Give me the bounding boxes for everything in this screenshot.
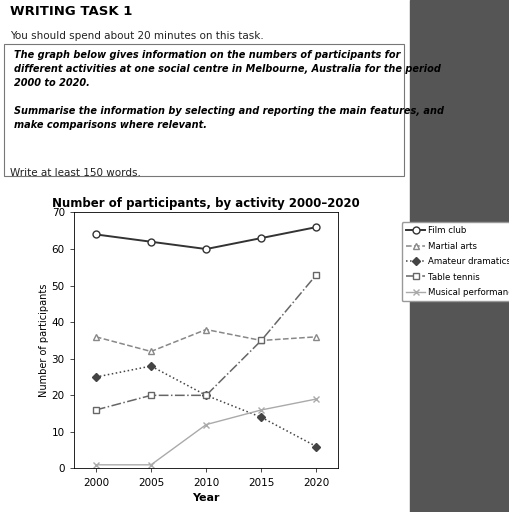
Film club [203,246,209,252]
Text: You should spend about 20 minutes on this task.: You should spend about 20 minutes on thi… [10,31,264,40]
Amateur dramatics [314,443,320,450]
FancyBboxPatch shape [4,44,404,176]
Film club [148,239,154,245]
Text: Summarise the information by selecting and reporting the main features, and
make: Summarise the information by selecting a… [14,106,444,130]
Table tennis [314,271,320,278]
Martial arts [258,337,264,344]
Text: WRITING TASK 1: WRITING TASK 1 [10,6,133,18]
Table tennis [203,392,209,398]
Text: The graph below gives information on the numbers of participants for
different a: The graph below gives information on the… [14,51,441,88]
Amateur dramatics [148,363,154,369]
Martial arts [93,334,99,340]
Text: Write at least 150 words.: Write at least 150 words. [10,168,141,178]
Table tennis [148,392,154,398]
Amateur dramatics [203,392,209,398]
Table tennis [93,407,99,413]
Film club [258,235,264,241]
Film club [314,224,320,230]
Martial arts [203,327,209,333]
Line: Film club: Film club [93,224,320,252]
Table tennis [258,337,264,344]
Line: Table tennis: Table tennis [93,271,320,413]
Martial arts [314,334,320,340]
Amateur dramatics [93,374,99,380]
Musical performances [93,462,99,468]
Y-axis label: Number of participants: Number of participants [39,284,49,397]
Amateur dramatics [258,414,264,420]
Line: Martial arts: Martial arts [93,326,320,355]
Musical performances [258,407,264,413]
Line: Amateur dramatics: Amateur dramatics [93,364,319,450]
Legend: Film club, Martial arts, Amateur dramatics, Table tennis, Musical performances: Film club, Martial arts, Amateur dramati… [402,222,509,302]
Musical performances [314,396,320,402]
X-axis label: Year: Year [192,493,220,503]
Line: Musical performances: Musical performances [93,396,320,468]
Title: Number of participants, by activity 2000–2020: Number of participants, by activity 2000… [52,197,360,210]
Film club [93,231,99,238]
Musical performances [203,421,209,428]
Musical performances [148,462,154,468]
Martial arts [148,348,154,354]
